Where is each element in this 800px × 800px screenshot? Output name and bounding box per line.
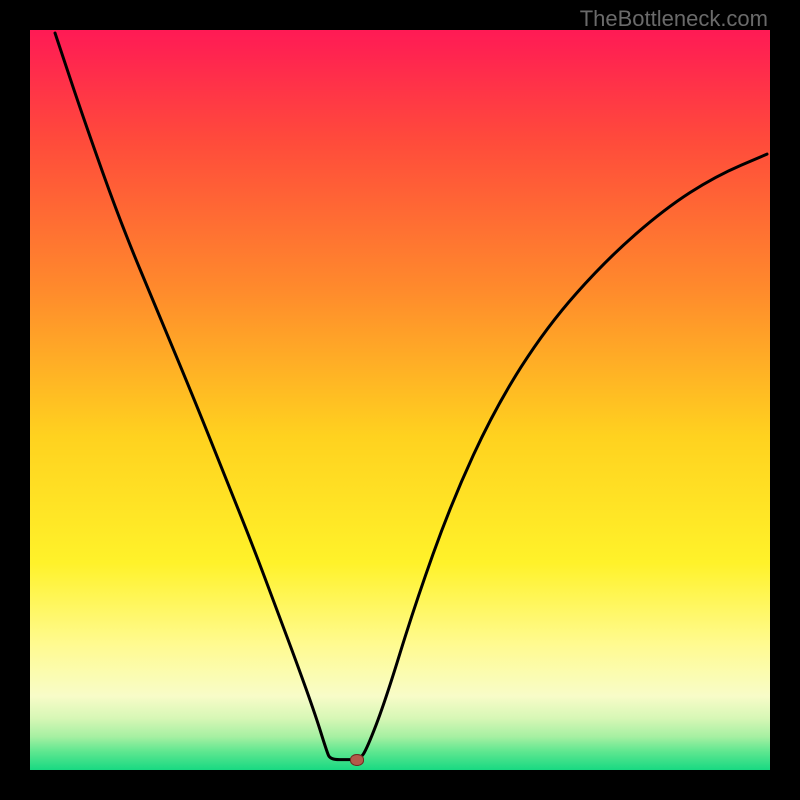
- bottleneck-curve: [30, 30, 770, 770]
- optimal-point-marker: [350, 754, 364, 766]
- chart-plot-area: [30, 30, 770, 770]
- watermark-text: TheBottleneck.com: [580, 6, 768, 32]
